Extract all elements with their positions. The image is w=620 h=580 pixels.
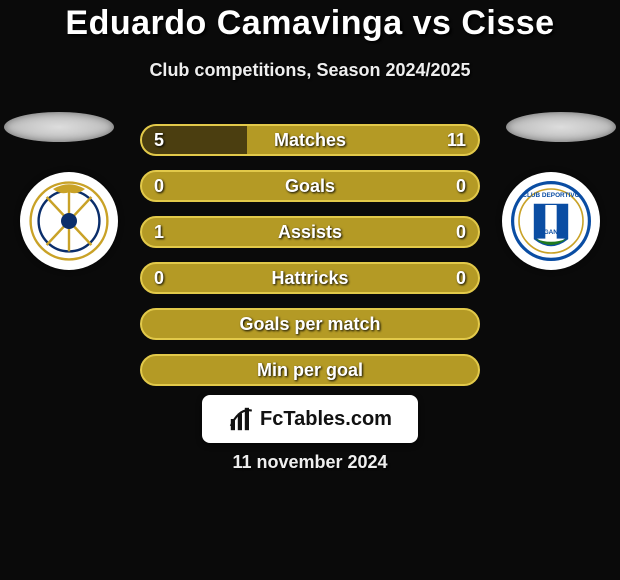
- bar-row-gpm: Goals per match: [140, 308, 480, 340]
- subtitle: Club competitions, Season 2024/2025: [0, 60, 620, 81]
- chart-icon: [228, 405, 256, 433]
- canvas: Eduardo Camavinga vs Cisse Club competit…: [0, 0, 620, 580]
- bar-row-mpg: Min per goal: [140, 354, 480, 386]
- page-title: Eduardo Camavinga vs Cisse: [0, 4, 620, 43]
- fctables-logo-pill: FcTables.com: [202, 395, 418, 443]
- crest-right: CLUB DEPORTIVO LEGANES: [502, 172, 600, 270]
- bar-dark-segment: [142, 126, 247, 154]
- bar-value-left: 1: [154, 218, 164, 246]
- bar-row-hattricks: Hattricks0 0: [140, 262, 480, 294]
- bar-row-goals: Goals0 0: [140, 170, 480, 202]
- bar-row-assists: Assists1 0: [140, 216, 480, 248]
- player-slot-left: [4, 112, 114, 142]
- bar-value-left: 0: [154, 172, 164, 200]
- bar-value-right: 11: [447, 126, 466, 154]
- bar-value-left: 0: [154, 264, 164, 292]
- real-madrid-crest-icon: [29, 181, 109, 261]
- bar-label: Min per goal: [142, 356, 478, 384]
- leganes-crest-icon: CLUB DEPORTIVO LEGANES: [511, 181, 591, 261]
- svg-text:LEGANES: LEGANES: [536, 229, 568, 236]
- date-label: 11 november 2024: [0, 452, 620, 473]
- bar-label: Assists: [142, 218, 478, 246]
- bar-value-right: 0: [456, 264, 466, 292]
- comparison-bars: Matches511Goals00Assists10Hattricks00Goa…: [140, 124, 480, 400]
- fctables-logo-text: FcTables.com: [260, 408, 392, 431]
- svg-text:CLUB DEPORTIVO: CLUB DEPORTIVO: [522, 192, 579, 199]
- player-slot-right: [506, 112, 616, 142]
- bar-label: Goals per match: [142, 310, 478, 338]
- crest-left: [20, 172, 118, 270]
- bar-label: Hattricks: [142, 264, 478, 292]
- bar-value-right: 0: [456, 218, 466, 246]
- bar-row-matches: Matches511: [140, 124, 480, 156]
- bar-label: Goals: [142, 172, 478, 200]
- bar-value-right: 0: [456, 172, 466, 200]
